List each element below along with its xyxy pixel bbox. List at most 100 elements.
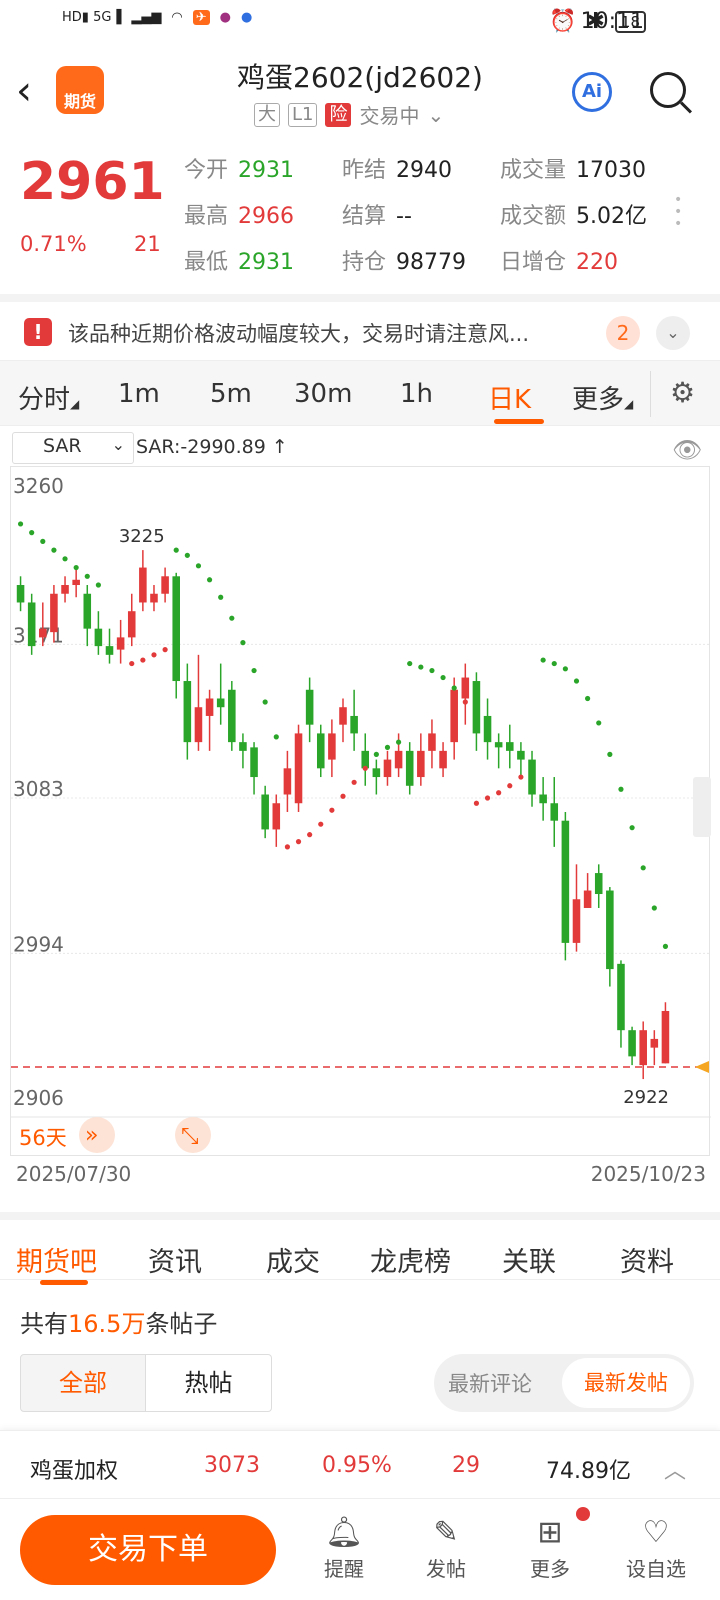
tab-trades[interactable]: 成交 (266, 1247, 320, 1278)
chevron-down-icon[interactable]: ⌄ (427, 102, 445, 127)
side-panel-handle (693, 777, 711, 837)
quote-low: 最低 2931 (184, 250, 295, 275)
tab-30m[interactable]: 30m (294, 379, 353, 409)
candle-body (339, 707, 347, 725)
tab-daily-k[interactable]: 日K (488, 385, 532, 415)
ai-assistant-icon[interactable]: Ai (572, 72, 612, 112)
tab-info[interactable]: 资料 (620, 1247, 674, 1278)
warning-text[interactable]: 该品种近期价格波动幅度较大，交易时请注意风... (68, 322, 530, 346)
sar-dot (640, 865, 646, 871)
more-quote-icon[interactable]: • • • (674, 192, 683, 232)
warning-count-badge[interactable]: 2 (606, 316, 640, 350)
edit-icon: ✎ (433, 1515, 459, 1550)
sar-dot (95, 582, 101, 588)
candle-body (39, 628, 47, 638)
sar-dot (629, 825, 635, 831)
sar-dot (84, 573, 90, 579)
y-tick-label: 3260 (13, 474, 64, 498)
sar-dot (273, 734, 279, 740)
index-ticker[interactable]: 鸡蛋加权 3073 0.95% 29 74.89亿 ︿ (0, 1430, 720, 1498)
nav-watchlist[interactable]: ♡ 设自选 (616, 1513, 696, 1582)
gear-icon[interactable]: ⚙ (670, 376, 696, 409)
candle-body (517, 750, 525, 760)
filter-all[interactable]: 全部 (20, 1354, 146, 1412)
sar-dot (329, 807, 335, 813)
tab-1m[interactable]: 1m (118, 379, 160, 409)
candle-body (505, 742, 514, 751)
sort-latest-post[interactable]: 最新发帖 (562, 1358, 690, 1408)
candle-body (16, 585, 25, 603)
alert-icon: ! (24, 318, 52, 346)
tab-5m[interactable]: 5m (210, 379, 252, 409)
sar-dot (140, 657, 146, 663)
candle-body (350, 715, 358, 734)
trading-status[interactable]: 交易中 (359, 104, 420, 128)
fullscreen-button[interactable] (175, 1117, 211, 1153)
quote-oi-change: 日增仓 220 (500, 250, 619, 275)
tab-forum[interactable]: 期货吧 (16, 1247, 97, 1278)
sar-dot (529, 765, 535, 771)
tab-leaderboard[interactable]: 龙虎榜 (370, 1247, 451, 1278)
tab-more[interactable]: 更多◢ (572, 385, 634, 415)
y-tick-label: 2906 (13, 1086, 64, 1110)
sar-dot (73, 564, 79, 571)
eye-icon[interactable]: 👁 (672, 436, 703, 464)
candle-body (127, 611, 136, 638)
sort-latest-comment[interactable]: 最新评论 (448, 1372, 532, 1396)
candle-body (27, 602, 36, 647)
ticker-amount: 74.89亿 (546, 1459, 631, 1484)
battery-level: 18 (614, 10, 646, 33)
candle-body (639, 1030, 647, 1066)
active-tab-indicator (494, 419, 544, 424)
search-icon[interactable] (650, 72, 686, 108)
chevron-down-icon[interactable]: ⌄ (656, 316, 690, 350)
chevron-up-icon[interactable]: ︿ (664, 1459, 687, 1484)
tab-related[interactable]: 关联 (502, 1247, 556, 1278)
sar-dot (618, 786, 624, 792)
candle-body (161, 576, 169, 594)
risk-warning-bar[interactable]: ! 该品种近期价格波动幅度较大，交易时请注意风... 2 ⌄ (0, 294, 720, 360)
candle-body (316, 733, 325, 769)
sar-dot (473, 800, 480, 806)
filter-hot[interactable]: 热帖 (146, 1354, 272, 1412)
nav-alert[interactable]: 🔔︎ 提醒 (304, 1513, 384, 1582)
candle-body (472, 681, 481, 734)
tab-intraday[interactable]: 分时◢ (18, 385, 80, 415)
candle-body (105, 646, 114, 655)
sar-dot (440, 674, 446, 681)
ticker-change: 29 (452, 1453, 480, 1478)
sar-dot (384, 744, 391, 750)
quote-volume: 成交量 17030 (500, 158, 647, 183)
indicator-select[interactable]: SAR ⌄ (12, 432, 134, 464)
sar-dot (262, 699, 268, 705)
tab-news[interactable]: 资讯 (148, 1247, 202, 1278)
sar-dot (62, 556, 68, 562)
divider (650, 371, 651, 417)
back-icon[interactable]: ‹ (16, 68, 32, 114)
sar-dot (395, 739, 402, 745)
sar-dot (40, 538, 46, 544)
grid-icon: ⊞ (537, 1515, 563, 1550)
tab-1h[interactable]: 1h (400, 379, 434, 409)
expand-icon: ⤡ (181, 1124, 199, 1149)
nav-post[interactable]: ✎ 发帖 (406, 1513, 486, 1582)
candle-body (50, 593, 58, 633)
nav-more[interactable]: ⊞ 更多 (510, 1513, 590, 1582)
sar-dot (284, 844, 291, 850)
candle-body (261, 794, 269, 830)
scroll-forward-button[interactable] (79, 1117, 115, 1153)
sar-dot (240, 640, 246, 646)
sar-dot (407, 660, 413, 667)
sar-dot (129, 660, 135, 667)
active-tab-indicator (40, 1280, 88, 1285)
candle-body (494, 742, 503, 748)
trade-order-button[interactable]: 交易下单 (20, 1515, 276, 1585)
sar-dot (340, 793, 346, 799)
candle-body (239, 742, 247, 751)
chart-date-end: 2025/10/23 (590, 1162, 706, 1186)
futures-logo[interactable]: 期货 (56, 66, 104, 114)
bottom-nav: 交易下单 🔔︎ 提醒 ✎ 发帖 ⊞ 更多 ♡ 设自选 (0, 1498, 720, 1600)
kline-chart[interactable]: 3260 3171 3083 2994 2906 3225 2922 56天» ⤡ (10, 466, 711, 1157)
app-notification-icon: ✈ (192, 10, 210, 25)
